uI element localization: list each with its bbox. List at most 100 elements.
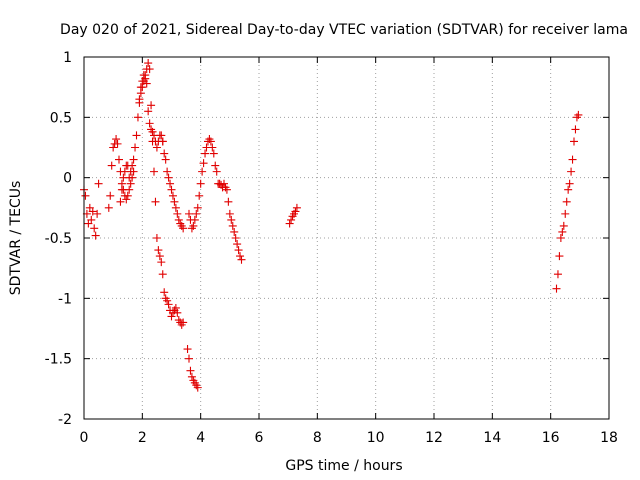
data-point	[201, 149, 210, 158]
data-point	[157, 258, 166, 267]
data-point	[231, 234, 240, 242]
data-point	[220, 179, 228, 188]
data-point	[126, 167, 135, 176]
series-arc-8	[285, 203, 301, 228]
data-point	[160, 288, 169, 297]
data-point	[88, 207, 97, 216]
y-tick-label: -1.5	[45, 352, 72, 368]
data-point	[158, 137, 167, 146]
data-point	[155, 252, 164, 261]
data-point	[141, 71, 150, 80]
data-point	[129, 155, 138, 164]
x-tick-label: 6	[255, 430, 264, 446]
data-point	[561, 209, 570, 218]
data-point	[230, 227, 239, 236]
data-point	[104, 203, 113, 212]
data-point	[556, 234, 565, 242]
data-point	[211, 161, 220, 170]
y-tick-label: 0	[63, 171, 72, 187]
data-point	[125, 173, 134, 182]
y-axis-label: SDTVAR / TECUs	[8, 181, 24, 296]
data-point	[133, 113, 142, 122]
data-point	[564, 185, 573, 194]
series-arc-4	[135, 59, 188, 329]
data-point	[212, 167, 221, 176]
y-tick-label: -0.5	[45, 231, 72, 247]
plot-frame	[83, 56, 610, 420]
data-point	[87, 215, 96, 224]
data-point	[113, 139, 122, 148]
x-axis-label: GPS time / hours	[285, 458, 402, 474]
data-point	[164, 300, 173, 309]
data-point	[224, 197, 233, 206]
data-point	[171, 203, 180, 212]
chart-title: Day 020 of 2021, Sidereal Day-to-day VTE…	[60, 22, 628, 38]
data-point	[552, 284, 561, 293]
x-tick-label: 12	[425, 430, 443, 446]
data-point	[233, 240, 242, 249]
data-point	[122, 195, 131, 204]
data-point	[287, 215, 296, 224]
data-point	[198, 167, 207, 176]
data-point	[209, 149, 218, 158]
data-point	[228, 221, 237, 230]
data-point	[558, 227, 567, 236]
data-point	[574, 110, 583, 119]
data-point	[189, 221, 198, 230]
data-point	[132, 131, 141, 140]
data-point	[150, 167, 158, 176]
data-point	[148, 127, 157, 136]
y-tick-label: -1	[58, 291, 72, 307]
data-point	[166, 179, 175, 188]
data-point	[236, 252, 245, 261]
data-point	[157, 131, 166, 140]
data-point	[183, 345, 192, 354]
data-point	[187, 372, 196, 381]
data-point	[154, 246, 163, 255]
series-arc-5	[158, 137, 188, 233]
y-tick-label: 0.5	[50, 110, 72, 126]
data-point	[135, 98, 144, 107]
x-tick-label: 18	[600, 430, 618, 446]
data-point	[125, 185, 134, 194]
data-point	[186, 366, 195, 375]
data-point	[291, 207, 300, 216]
axis-ticks	[83, 56, 610, 420]
data-point	[206, 137, 215, 146]
data-point	[565, 179, 574, 188]
data-point	[193, 203, 202, 212]
x-tick-label: 4	[196, 430, 205, 446]
data-point	[138, 83, 147, 92]
data-point	[152, 143, 161, 152]
series-arc-3	[116, 71, 167, 206]
data-point	[173, 209, 182, 218]
data-point	[123, 191, 132, 200]
data-point	[567, 167, 576, 176]
data-point	[144, 59, 153, 68]
data-point	[145, 65, 154, 74]
data-point	[161, 155, 170, 164]
data-point	[128, 161, 137, 170]
series-arc-7	[185, 135, 246, 264]
data-point	[196, 179, 205, 188]
data-point	[147, 101, 156, 110]
data-point	[94, 179, 103, 188]
data-point	[136, 89, 145, 98]
data-point	[185, 354, 193, 363]
data-point	[106, 191, 115, 200]
data-point	[225, 209, 234, 218]
data-point	[126, 179, 135, 188]
data-point	[571, 125, 580, 134]
data-point	[171, 303, 180, 312]
y-tick-label: 1	[63, 50, 72, 66]
data-point	[193, 383, 202, 392]
data-point	[163, 167, 172, 176]
data-point	[208, 143, 217, 152]
data-point	[237, 255, 246, 264]
data-point	[144, 107, 153, 116]
data-point	[160, 149, 169, 158]
x-tick-label: 10	[367, 430, 385, 446]
data-point	[559, 221, 568, 230]
data-point	[173, 308, 182, 317]
